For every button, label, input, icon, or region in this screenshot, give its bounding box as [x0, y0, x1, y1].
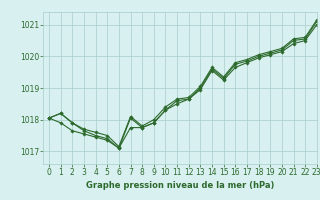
- X-axis label: Graphe pression niveau de la mer (hPa): Graphe pression niveau de la mer (hPa): [86, 181, 274, 190]
